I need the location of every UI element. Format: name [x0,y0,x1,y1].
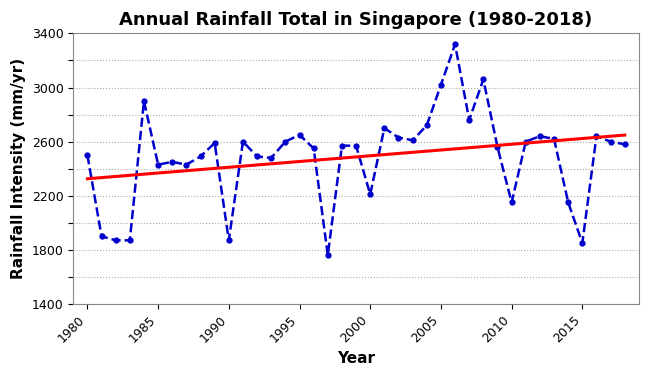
X-axis label: Year: Year [337,351,375,366]
Title: Annual Rainfall Total in Singapore (1980-2018): Annual Rainfall Total in Singapore (1980… [120,11,593,29]
Y-axis label: Rainfall Intensity (mm/yr): Rainfall Intensity (mm/yr) [11,58,26,279]
